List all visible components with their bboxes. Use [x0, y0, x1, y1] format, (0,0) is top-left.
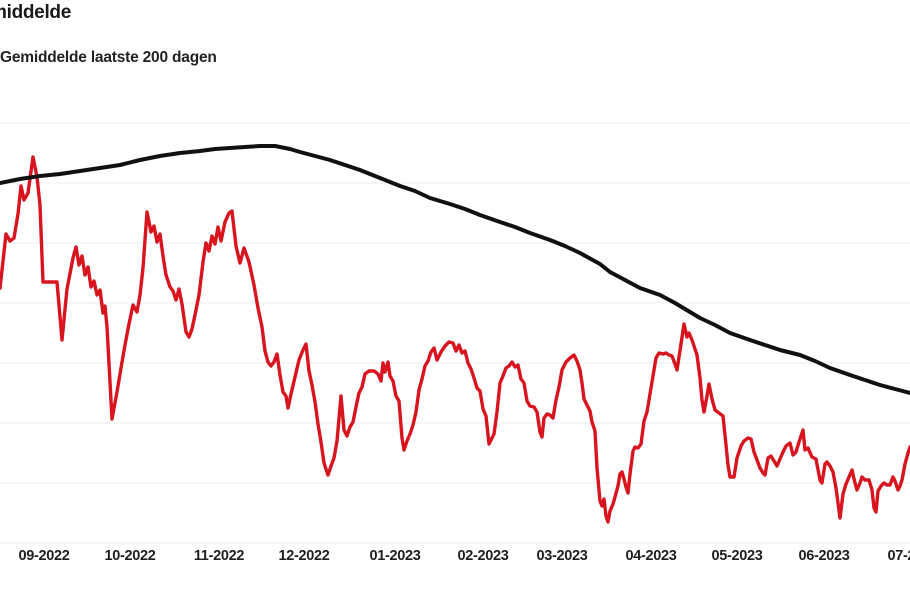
- gridlines: [0, 122, 910, 544]
- x-axis-label: 05-2023: [711, 548, 763, 564]
- x-axis-label: 11-2022: [193, 548, 245, 564]
- page-title-clip: middelde: [0, 2, 200, 28]
- gemiddelde-laatste-200-dagen-line: [0, 144, 910, 395]
- x-axis-label: 04-2023: [625, 548, 677, 564]
- x-axis-label: 02-2023: [457, 548, 509, 564]
- x-axis-label: 09-2022: [18, 548, 70, 564]
- x-axis-label: 12-2022: [278, 548, 330, 564]
- series-lines: [0, 144, 910, 524]
- legend-entry-average: Gemiddelde laatste 200 dagen: [0, 49, 217, 66]
- x-axis-label: 07-2023: [887, 548, 910, 564]
- x-axis-label: 06-2023: [798, 548, 850, 564]
- page-title: middelde: [0, 2, 72, 23]
- koers-line: [0, 155, 910, 524]
- x-axis-label: 10-2022: [104, 548, 156, 564]
- x-axis-labels-row: 09-2022 10-2022 11-2022 12-2022 01-2023 02-20…: [0, 548, 910, 568]
- x-axis-label: 01-2023: [369, 548, 421, 564]
- x-axis-label: 03-2023: [536, 548, 588, 564]
